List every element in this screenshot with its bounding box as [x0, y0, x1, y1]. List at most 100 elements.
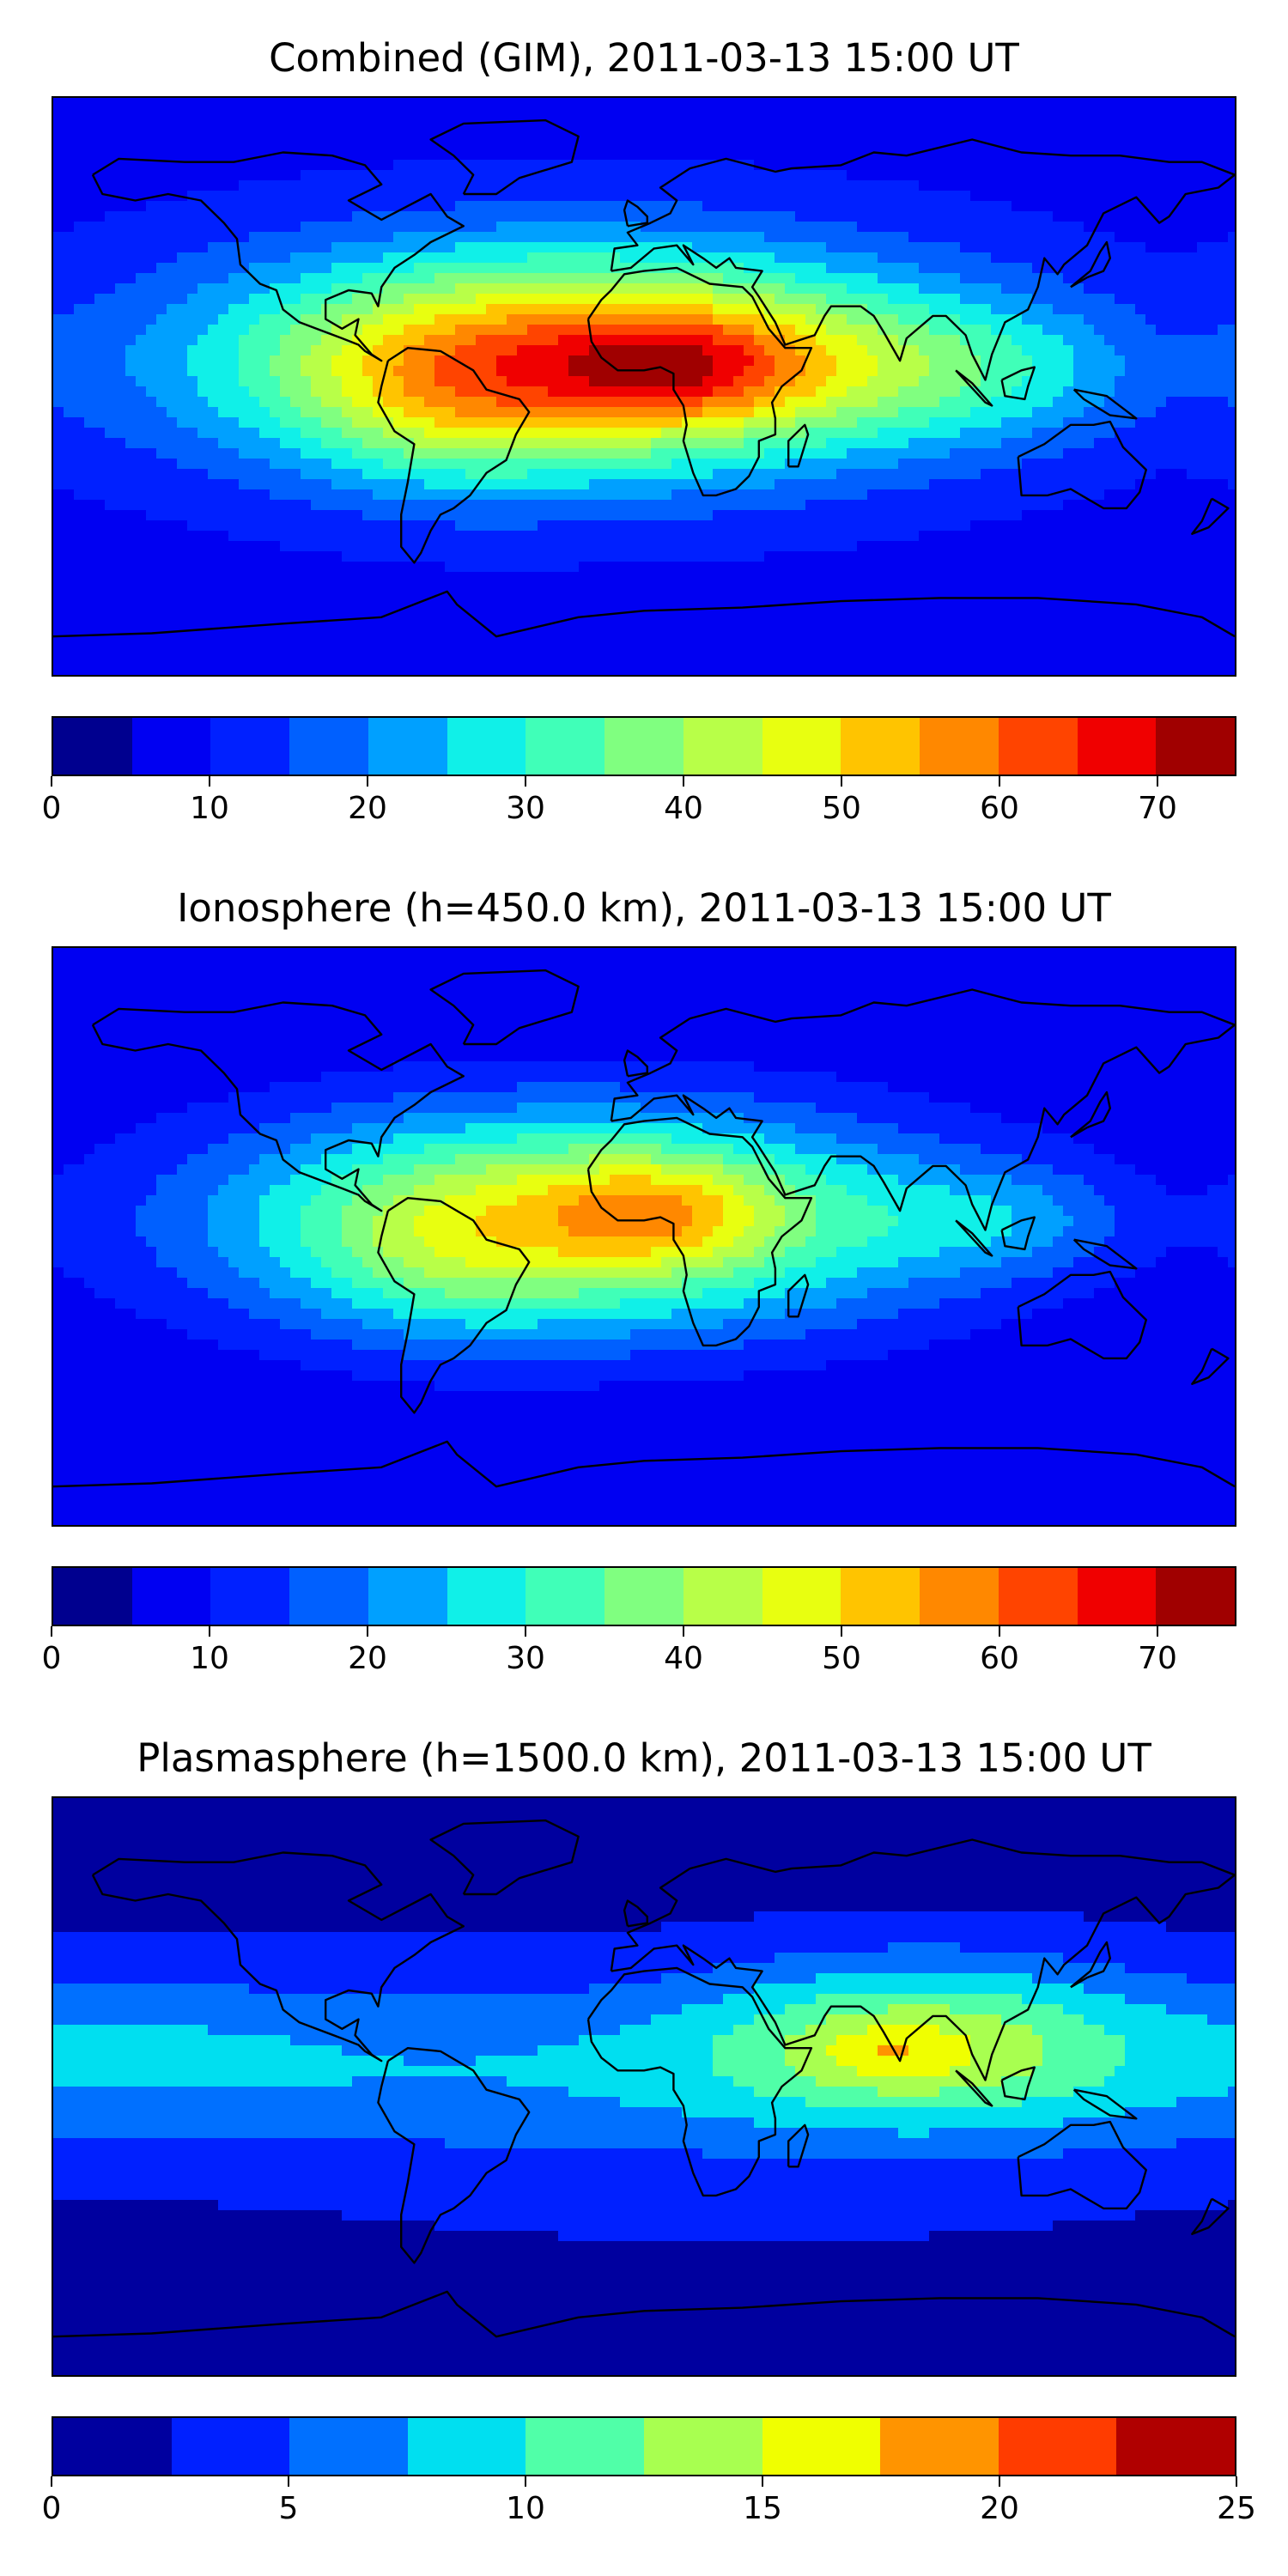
contour-cell [290, 500, 301, 511]
contour-cell [383, 397, 394, 408]
contour-cell [177, 139, 188, 150]
contour-cell [115, 355, 126, 367]
contour-cell [1063, 98, 1074, 109]
contour-cell [455, 510, 466, 521]
contour-cell [342, 139, 353, 150]
contour-cell [1084, 191, 1095, 202]
contour-cell [1176, 211, 1188, 222]
contour-cell [177, 407, 188, 418]
contour-cell [836, 232, 848, 243]
contour-cell [197, 108, 209, 119]
contour-cell [1166, 479, 1177, 490]
contour-cell [414, 129, 425, 140]
contour-cell [1125, 335, 1136, 346]
contour-cell [795, 520, 806, 532]
contour-cell [713, 98, 724, 109]
contour-cell [434, 191, 446, 202]
contour-cell [867, 489, 878, 501]
contour-cell [568, 201, 580, 212]
contour-cell [558, 459, 569, 470]
contour-cell [857, 283, 868, 295]
contour-cell [805, 355, 817, 367]
contour-cell [991, 397, 1002, 408]
contour-cell [1125, 510, 1136, 521]
contour-cell [764, 283, 775, 295]
contour-cell [744, 510, 755, 521]
contour-cell [857, 479, 868, 490]
contour-cell [898, 232, 909, 243]
contour-cell [898, 160, 909, 171]
contour-cell [115, 201, 126, 212]
contour-cell [579, 520, 590, 532]
contour-cell [1156, 500, 1167, 511]
contour-cell [527, 149, 538, 161]
contour-cell [373, 479, 384, 490]
contour-cell [1218, 304, 1229, 315]
contour-cell [826, 314, 837, 325]
contour-cell [1104, 335, 1115, 346]
contour-cell [167, 314, 178, 325]
contour-cell [919, 118, 930, 130]
contour-cell [424, 314, 435, 325]
contour-cell [249, 438, 260, 449]
contour-cell [1228, 520, 1235, 532]
contour-cell [1001, 335, 1012, 346]
contour-cell [53, 252, 64, 264]
contour-cell [1156, 366, 1167, 377]
contour-cell [795, 242, 806, 253]
contour-cell [908, 325, 920, 336]
contour-cell [970, 283, 981, 295]
contour-cell [74, 531, 85, 542]
contour-cell [1207, 222, 1218, 233]
contour-cell [311, 242, 322, 253]
contour-cell [373, 376, 384, 387]
contour-cell [1001, 438, 1012, 449]
contour-cell [589, 510, 600, 521]
contour-cell [1094, 469, 1105, 480]
contour-cell [878, 376, 889, 387]
contour-cell [744, 325, 755, 336]
contour-cell [445, 386, 456, 398]
contour-cell [733, 108, 744, 119]
contour-cell [1084, 304, 1095, 315]
contour-cell [1176, 469, 1188, 480]
contour-cell [1145, 242, 1157, 253]
contour-cell [1104, 160, 1115, 171]
contour-cell [888, 325, 899, 336]
contour-cell [393, 397, 404, 408]
contour-cell [218, 531, 229, 542]
contour-cell [538, 428, 549, 439]
contour-cell [888, 118, 899, 130]
contour-cell [919, 283, 930, 295]
contour-cell [311, 448, 322, 459]
contour-cell [197, 448, 209, 459]
contour-cell [754, 129, 765, 140]
contour-cell [84, 448, 95, 459]
contour-cell [393, 160, 404, 171]
contour-cell [1104, 129, 1115, 140]
contour-cell [94, 469, 106, 480]
contour-cell [486, 335, 497, 346]
contour-cell [775, 345, 786, 356]
contour-cell [507, 129, 518, 140]
contour-cell [125, 149, 137, 161]
contour-cell [1145, 139, 1157, 150]
contour-cell [105, 252, 116, 264]
contour-cell [538, 438, 549, 449]
contour-cell [878, 345, 889, 356]
contour-cell [1145, 211, 1157, 222]
contour-cell [970, 211, 981, 222]
contour-cell [599, 417, 611, 428]
contour-cell [270, 242, 281, 253]
contour-cell [785, 149, 796, 161]
contour-cell [1176, 355, 1188, 367]
contour-cell [568, 366, 580, 377]
contour-cell [393, 304, 404, 315]
contour-cell [908, 273, 920, 284]
contour-cell [187, 520, 198, 532]
contour-cell [74, 397, 85, 408]
contour-cell [599, 139, 611, 150]
contour-cell [331, 520, 343, 532]
contour-cell [1104, 489, 1115, 501]
contour-cell [455, 325, 466, 336]
